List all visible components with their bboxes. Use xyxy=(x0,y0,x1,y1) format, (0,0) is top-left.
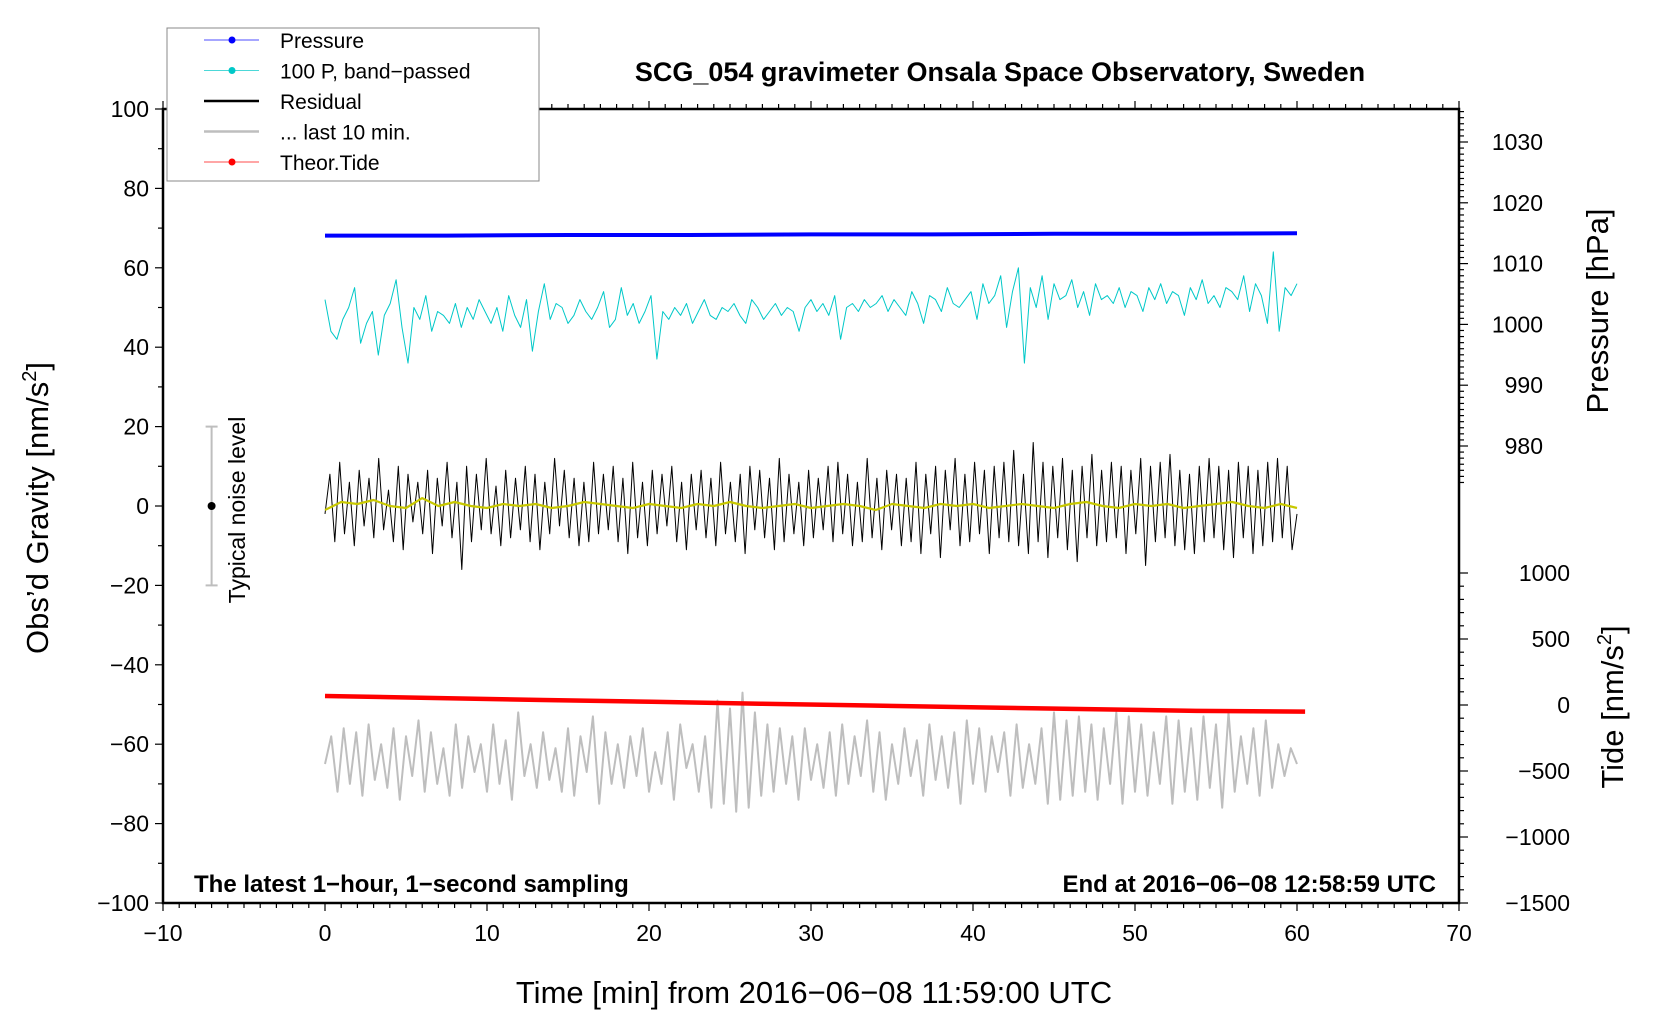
legend-label: 100 P, band−passed xyxy=(280,61,471,84)
y-tick-label-left: −40 xyxy=(110,652,149,678)
y-label-left-close: ] xyxy=(20,362,55,371)
tide-tick-label: 0 xyxy=(1557,692,1570,718)
pressure-tick-label: 1020 xyxy=(1492,190,1543,216)
noise-level-indicator xyxy=(205,425,218,587)
y-tick-label-left: 80 xyxy=(123,175,149,201)
series-theor-tide xyxy=(324,693,1306,714)
y-tick-label-left: 100 xyxy=(111,96,149,122)
series-residual xyxy=(324,442,1298,570)
y-tick-label-left: 60 xyxy=(123,255,149,281)
pressure-tick-label: 990 xyxy=(1505,372,1543,398)
legend-marker-4 xyxy=(228,158,236,166)
series-100-p-band-passed xyxy=(324,251,1298,364)
y-axis-label-left: Obs’d Gravity [nm/s2] xyxy=(19,362,55,654)
tide-label-close: ] xyxy=(1595,625,1630,634)
noise-bar-center-dot xyxy=(207,502,216,510)
y-tick-label-left: 0 xyxy=(136,493,149,519)
x-tick-label: 70 xyxy=(1446,920,1472,946)
y-tick-label-left: −100 xyxy=(97,890,149,916)
series-last-10-min xyxy=(324,691,1298,813)
x-tick-label: 10 xyxy=(474,920,500,946)
x-tick-label: 0 xyxy=(319,920,332,946)
tide-tick-label: −1000 xyxy=(1505,824,1570,850)
y-axis-label-pressure: Pressure [hPa] xyxy=(1580,208,1615,413)
x-tick-label: 50 xyxy=(1122,920,1148,946)
legend-label: Pressure xyxy=(280,30,364,53)
y-tick-label-left: −80 xyxy=(110,811,149,837)
legend-marker-1 xyxy=(228,67,236,74)
chart-title: SCG_054 gravimeter Onsala Space Observat… xyxy=(635,57,1365,87)
legend-marker-0 xyxy=(228,36,236,44)
legend-label: Theor.Tide xyxy=(280,152,380,175)
tide-tick-label: 500 xyxy=(1532,626,1570,652)
y-tick-label-left: 40 xyxy=(123,334,149,360)
pressure-tick-label: 1030 xyxy=(1492,129,1543,155)
x-tick-label: 40 xyxy=(960,920,986,946)
annotation-sampling: The latest 1−hour, 1−second sampling xyxy=(194,871,629,898)
pressure-tick-label: 980 xyxy=(1505,433,1543,459)
y-axis-label-tide: Tide [nm/s2] xyxy=(1594,625,1630,788)
y-label-left-sup: 2 xyxy=(19,371,41,382)
tide-tick-label: −1500 xyxy=(1505,890,1570,916)
series-pressure xyxy=(325,231,1298,238)
tide-tick-label: 1000 xyxy=(1519,560,1570,586)
series-residual-smoothed xyxy=(324,497,1298,512)
tide-label-text: Tide [nm/s xyxy=(1595,645,1630,789)
x-axis-label: Time [min] from 2016−06−08 11:59:00 UTC xyxy=(516,975,1112,1010)
x-tick-label: 20 xyxy=(636,920,662,946)
legend-label: Residual xyxy=(280,91,362,114)
x-tick-label: 30 xyxy=(798,920,824,946)
ticks-layer: −10 0 10 20 30 40 50 60 70−100−80−60−40−20020406… xyxy=(97,96,1570,946)
pressure-tick-label: 1000 xyxy=(1492,311,1543,337)
x-tick-label: −10 xyxy=(143,920,182,946)
noise-level-label: Typical noise level xyxy=(224,417,250,604)
y-tick-label-left: −20 xyxy=(110,572,149,598)
legend-box xyxy=(166,27,540,182)
annotation-end-time: End at 2016−06−08 12:58:59 UTC xyxy=(1062,871,1436,898)
y-label-left-text: Obs’d Gravity [nm/s xyxy=(20,382,55,654)
series-layer xyxy=(324,231,1306,813)
tide-tick-label: −500 xyxy=(1518,758,1570,784)
legend-label: ... last 10 min. xyxy=(280,122,411,145)
pressure-tick-label: 1010 xyxy=(1492,251,1543,277)
y-tick-label-left: 20 xyxy=(123,414,149,440)
x-tick-label: 60 xyxy=(1284,920,1310,946)
y-tick-label-left: −60 xyxy=(110,731,149,757)
legend: Pressure 100 P, band−passed Residual ... la… xyxy=(166,27,540,182)
tide-label-sup: 2 xyxy=(1594,634,1616,645)
